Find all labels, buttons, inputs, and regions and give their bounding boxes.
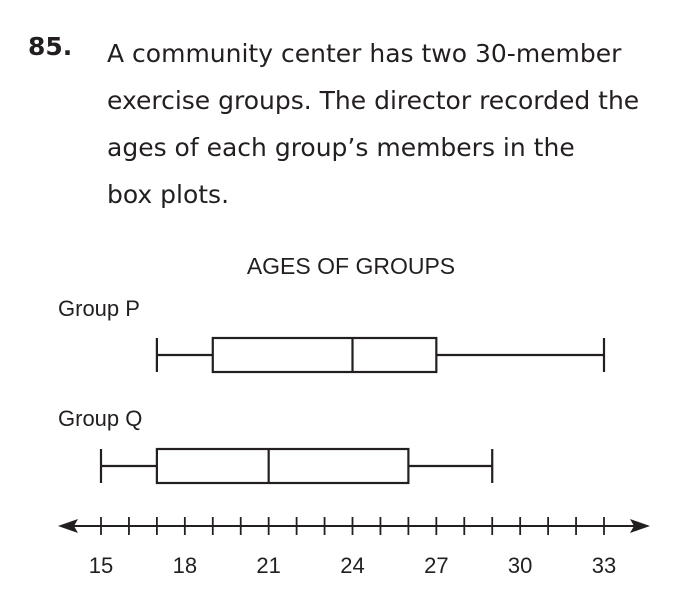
axis-tick-label: 24 [340, 553, 364, 578]
axis-tick-label: 33 [592, 553, 616, 578]
interquartile-box [211, 336, 438, 374]
axis-tick-label: 21 [256, 553, 280, 578]
box-plot-chart: AGES OF GROUPS Group P Group Q 15 18 21 24 2… [58, 253, 650, 578]
question-line: ages of each group’s members in the [107, 133, 575, 162]
axis-tick-label: 30 [508, 553, 532, 578]
chart-title: AGES OF GROUPS [247, 253, 455, 279]
series-label: Group P [58, 296, 140, 321]
box-plot-group-q [99, 447, 494, 485]
question-line: box plots. [107, 180, 230, 209]
axis-tick-label: 18 [173, 553, 197, 578]
axis-tick-label: 15 [89, 553, 113, 578]
question-text: A community center has two 30-member exe… [107, 30, 677, 218]
number-line-axis: 15 18 21 24 27 30 33 [58, 517, 650, 578]
question-number: 85. [28, 32, 73, 61]
plot-area [99, 336, 606, 485]
question-line: exercise groups. The director recorded t… [107, 86, 640, 115]
axis-tick-label: 27 [424, 553, 448, 578]
left-arrow-icon [58, 519, 78, 533]
box-plot-group-p [155, 336, 606, 374]
series-label: Group Q [58, 406, 142, 431]
question-line: A community center has two 30-member [107, 39, 622, 68]
interquartile-box [155, 447, 410, 485]
right-arrow-icon [630, 519, 650, 533]
